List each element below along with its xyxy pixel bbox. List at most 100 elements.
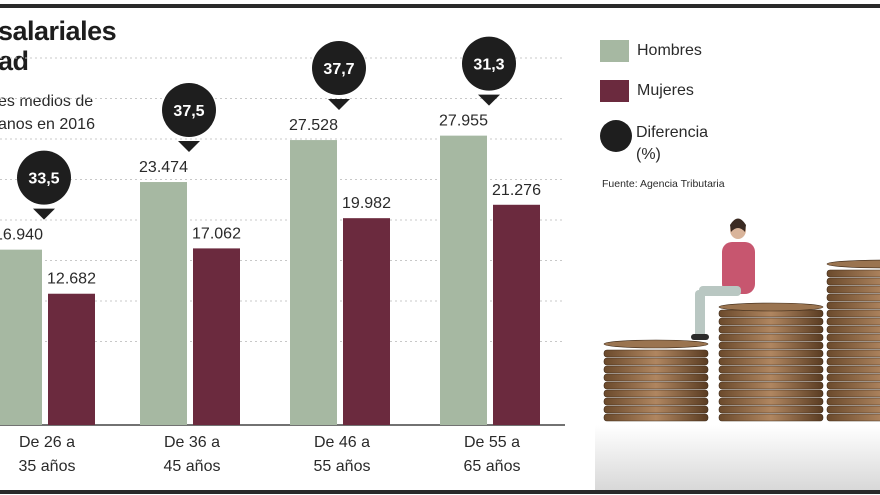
coin	[603, 349, 709, 358]
coin-top	[718, 302, 824, 312]
coin	[718, 397, 824, 406]
coin	[718, 357, 824, 366]
coin	[718, 373, 824, 382]
bar-hombres	[440, 135, 487, 425]
coin	[718, 341, 824, 350]
coin	[826, 397, 880, 406]
difference-circle	[312, 41, 366, 96]
coin	[826, 373, 880, 382]
bottom-rule	[0, 490, 880, 494]
value-label-hombres: 16.940	[0, 227, 43, 244]
title-line-1: salariales	[0, 16, 117, 46]
coin	[826, 325, 880, 334]
bar-hombres	[140, 182, 187, 425]
coin	[826, 413, 880, 422]
subtitle-line-1: es medios de	[0, 93, 94, 110]
coin	[826, 317, 880, 326]
legend-label-mujeres: Mujeres	[637, 82, 694, 99]
value-label-mujeres: 17.062	[192, 225, 241, 242]
legend-item-mujeres: Mujeres	[600, 80, 694, 102]
coin	[826, 277, 880, 286]
coin	[826, 333, 880, 342]
coin	[718, 349, 824, 358]
coin-top	[826, 259, 880, 269]
coin	[603, 397, 709, 406]
coin	[718, 405, 824, 414]
difference-label: 33,5	[28, 171, 59, 188]
difference-pointer	[33, 208, 55, 220]
coin-stacks-illustration	[595, 218, 880, 490]
category-label: De 26 a	[19, 434, 75, 451]
coin	[826, 357, 880, 366]
difference-markers: 33,5 37,5 37,7 31,3	[17, 36, 516, 220]
coin	[826, 285, 880, 294]
difference-circle	[162, 83, 216, 138]
bar-hombres	[0, 249, 42, 425]
coin	[826, 349, 880, 358]
coin	[718, 381, 824, 390]
coin	[718, 365, 824, 374]
category-label: 45 años	[164, 458, 221, 475]
category-label: De 46 a	[314, 434, 370, 451]
value-label-hombres: 27.955	[439, 113, 488, 130]
value-labels: 16.940 12.682 23.474 17.062 27.528 19.982 27.9…	[0, 113, 541, 288]
coin	[603, 405, 709, 414]
bar-mujeres	[48, 293, 95, 425]
coin	[826, 381, 880, 390]
source-note: Fuente: Agencia Tributaria	[602, 178, 725, 190]
difference-circle	[17, 150, 71, 205]
title-line-2: ad	[0, 46, 29, 76]
coin	[826, 293, 880, 302]
category-label: De 36 a	[164, 434, 220, 451]
top-rule	[0, 4, 880, 8]
category-label: 35 años	[19, 458, 76, 475]
difference-circle	[462, 36, 516, 91]
legend-label-hombres: Hombres	[637, 42, 702, 59]
subtitle-line-2: anos en 2016	[0, 116, 95, 133]
coin	[826, 341, 880, 350]
coin	[603, 389, 709, 398]
legend-swatch-mujeres	[600, 80, 629, 102]
bar-mujeres	[493, 204, 540, 425]
bars	[0, 135, 540, 426]
value-label-mujeres: 21.276	[492, 182, 541, 199]
legend-label-diferencia: Diferencia (%)	[636, 124, 709, 163]
bar-mujeres	[343, 218, 390, 425]
difference-label: 37,7	[323, 61, 354, 78]
difference-pointer	[178, 141, 200, 153]
coin-top	[603, 339, 709, 349]
bar-chart: 16.940 12.682 23.474 17.062 27.528 19.982 27.9…	[0, 36, 565, 475]
coin	[718, 317, 824, 326]
bar-mujeres	[193, 248, 240, 425]
coin	[603, 357, 709, 366]
category-label: 65 años	[464, 458, 521, 475]
coin	[718, 325, 824, 334]
x-axis: De 26 a 35 años De 36 a 45 años De 46 a 55 añ…	[19, 434, 521, 475]
coin	[603, 373, 709, 382]
bar-hombres	[290, 140, 337, 426]
coin	[603, 413, 709, 422]
legend-item-hombres: Hombres	[600, 40, 702, 62]
difference-label: 31,3	[473, 57, 504, 74]
coin	[718, 389, 824, 398]
legend-item-diferencia: Diferencia (%)	[600, 120, 726, 166]
page-title: salariales ad	[0, 16, 117, 76]
difference-label: 37,5	[173, 103, 204, 120]
coin	[718, 413, 824, 422]
category-label: De 55 a	[464, 434, 520, 451]
legend-marker-diferencia	[600, 120, 632, 152]
coin	[603, 381, 709, 390]
difference-pointer	[478, 94, 500, 106]
value-label-hombres: 27.528	[289, 117, 338, 134]
coin	[826, 301, 880, 310]
coin	[826, 309, 880, 318]
value-label-mujeres: 19.982	[342, 195, 391, 212]
subtitle: es medios de anos en 2016	[0, 90, 95, 136]
coin	[826, 405, 880, 414]
coin	[826, 365, 880, 374]
value-label-hombres: 23.474	[139, 159, 188, 176]
coin	[718, 333, 824, 342]
figurine	[691, 218, 755, 340]
category-label: 55 años	[314, 458, 371, 475]
coin	[826, 269, 880, 278]
